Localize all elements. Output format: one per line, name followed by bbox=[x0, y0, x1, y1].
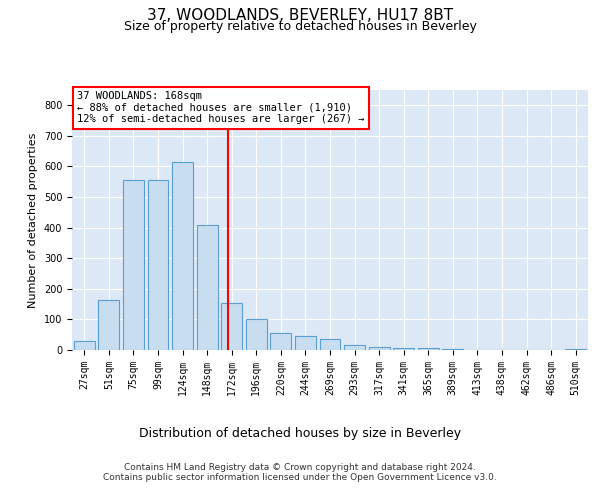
Text: Size of property relative to detached houses in Beverley: Size of property relative to detached ho… bbox=[124, 20, 476, 33]
Bar bbox=[393, 348, 414, 350]
Bar bbox=[221, 302, 242, 350]
Bar bbox=[320, 340, 340, 350]
Bar bbox=[98, 300, 119, 350]
Bar bbox=[148, 180, 169, 350]
Bar bbox=[74, 341, 95, 350]
Bar bbox=[442, 349, 463, 350]
Bar bbox=[246, 320, 267, 350]
Text: Distribution of detached houses by size in Beverley: Distribution of detached houses by size … bbox=[139, 428, 461, 440]
Bar bbox=[295, 336, 316, 350]
Bar bbox=[172, 162, 193, 350]
Bar bbox=[368, 347, 389, 350]
Bar bbox=[344, 346, 365, 350]
Text: 37, WOODLANDS, BEVERLEY, HU17 8BT: 37, WOODLANDS, BEVERLEY, HU17 8BT bbox=[147, 8, 453, 22]
Text: Contains HM Land Registry data © Crown copyright and database right 2024.
Contai: Contains HM Land Registry data © Crown c… bbox=[103, 462, 497, 482]
Bar bbox=[565, 349, 586, 350]
Bar bbox=[197, 224, 218, 350]
Bar bbox=[271, 333, 292, 350]
Text: 37 WOODLANDS: 168sqm
← 88% of detached houses are smaller (1,910)
12% of semi-de: 37 WOODLANDS: 168sqm ← 88% of detached h… bbox=[77, 92, 365, 124]
Bar bbox=[123, 180, 144, 350]
Bar bbox=[418, 348, 439, 350]
Y-axis label: Number of detached properties: Number of detached properties bbox=[28, 132, 38, 308]
